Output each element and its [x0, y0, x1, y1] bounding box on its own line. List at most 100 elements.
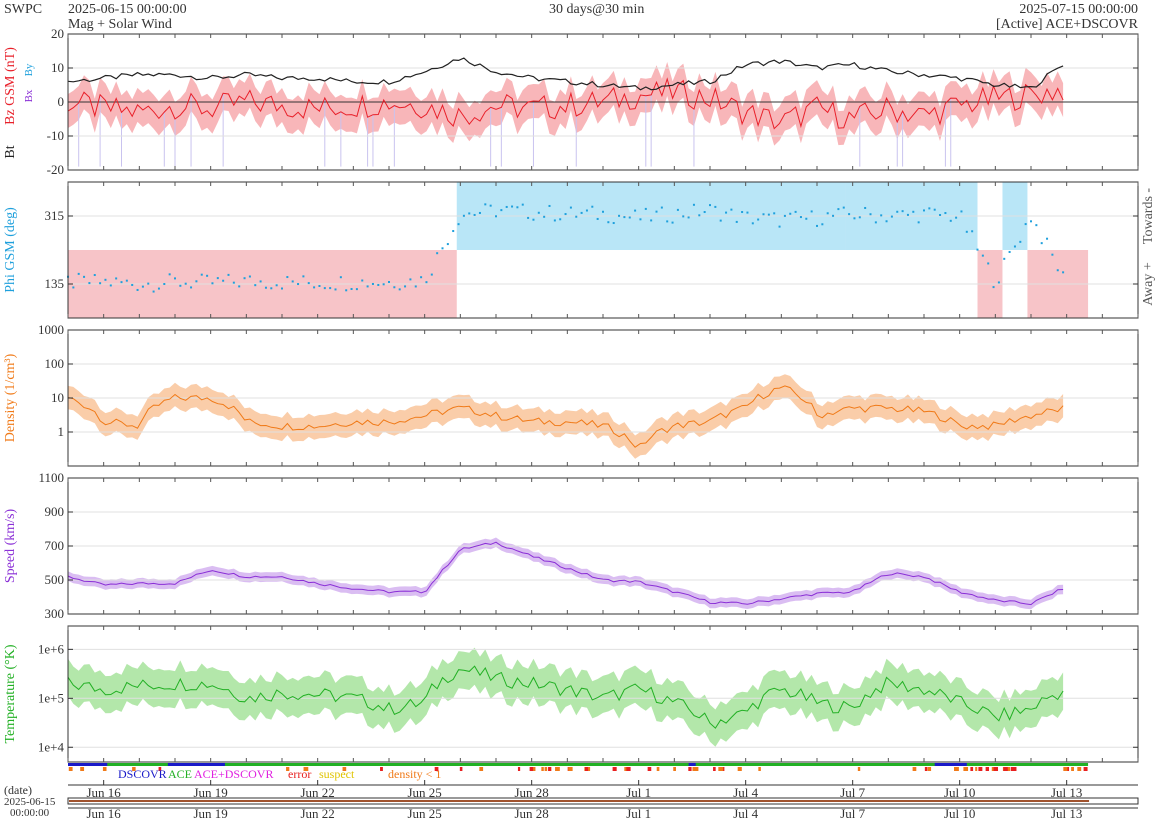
phi-point [1062, 271, 1065, 274]
phi-point [527, 216, 530, 219]
phi-point [371, 282, 374, 285]
phi-point [644, 207, 647, 210]
phi-point [1035, 224, 1038, 227]
quality-flag-mark [647, 767, 652, 771]
phi-point [564, 213, 567, 216]
phi-point [468, 212, 471, 215]
phi-point [901, 210, 904, 213]
phi-point [157, 287, 160, 290]
quality-flag-mark [158, 767, 162, 771]
quality-flag-mark [533, 767, 536, 771]
phi-point [216, 277, 219, 280]
phi-point [168, 273, 171, 276]
y-tick-label: 1000 [38, 322, 64, 337]
quality-flag-mark [692, 767, 698, 771]
x-tick-label: Jun 25 [408, 785, 442, 800]
phi-point [141, 285, 144, 288]
phi-point [425, 281, 428, 284]
quality-flag-mark [612, 767, 617, 771]
quality-flag-mark [1077, 767, 1082, 771]
quality-flag-mark [912, 767, 917, 771]
quality-flag-mark [713, 767, 716, 771]
phi-point [457, 223, 460, 226]
x-tick-label-bottom: Jul 10 [944, 806, 975, 821]
x-tick-label-bottom: Jun 22 [301, 806, 335, 821]
y-tick-label: 1 [58, 424, 65, 439]
phi-point [853, 217, 856, 220]
quality-flag-mark [1003, 767, 1008, 771]
phi-point [612, 222, 615, 225]
phi-point [543, 215, 546, 218]
phi-point [478, 211, 481, 214]
phi-point [602, 210, 604, 213]
phi-point [259, 280, 262, 283]
phi-point [345, 289, 348, 292]
phi-point [420, 276, 423, 279]
phi-point [939, 213, 942, 216]
phi-point [430, 273, 433, 276]
phi-point [933, 208, 936, 211]
phi-point [559, 218, 562, 221]
quality-flag-mark [970, 767, 974, 771]
phi-point [917, 221, 920, 224]
phi-point [580, 211, 583, 214]
y-tick-label: 10 [51, 60, 64, 75]
phi-point [1008, 250, 1011, 253]
source-strip-dscovr [934, 763, 967, 766]
phi-point [928, 207, 931, 210]
quality-flag-mark [626, 767, 631, 771]
phi-point [1013, 245, 1016, 248]
x-tick-label: Jul 7 [840, 785, 865, 800]
x-tick-label: Jul 13 [1051, 785, 1082, 800]
y-tick-label: 10 [51, 390, 64, 405]
quality-flag-mark [434, 767, 439, 771]
phi-point [805, 217, 808, 220]
y-tick-label: 1e+4 [38, 739, 65, 754]
phi-point [307, 282, 310, 285]
y-tick-label: 500 [45, 572, 65, 587]
legend-dscovr: DSCOVR [118, 767, 167, 781]
phi-point [264, 286, 267, 289]
quality-flag-mark [380, 767, 383, 771]
phi-point [858, 216, 861, 219]
phi-point [120, 281, 123, 284]
source-strip-dscovr [68, 763, 108, 766]
phi-point [714, 205, 717, 208]
phi-point [521, 203, 524, 206]
phi-point [163, 283, 166, 286]
y-tick-label: -10 [47, 128, 64, 143]
quality-flag-mark [656, 767, 660, 771]
quality-flag-mark [975, 767, 978, 771]
phi-point [77, 272, 80, 275]
quality-flag-mark [303, 767, 309, 771]
phi-point [297, 283, 300, 286]
phi-point [623, 216, 626, 219]
phi-point [281, 287, 283, 290]
source-strip-dscovr [167, 763, 225, 766]
x-tick-label: Jul 4 [733, 785, 758, 800]
quality-flag-mark [963, 767, 969, 771]
y-tick-label: 100 [45, 356, 65, 371]
phi-point [923, 209, 925, 212]
phi-point [88, 282, 91, 285]
phi-point [323, 287, 326, 290]
phi-point [794, 210, 797, 213]
phi-point [799, 216, 802, 219]
quality-flag-mark [517, 767, 521, 771]
quality-flag-mark [857, 767, 861, 771]
phi-point [414, 285, 417, 288]
phi-point [388, 280, 390, 283]
phi-point [944, 212, 947, 215]
phi-point [125, 279, 128, 282]
phi-point [971, 230, 974, 233]
speed-series-line [67, 541, 1064, 606]
quality-flag-mark [1071, 767, 1074, 771]
data-source-label: [Active] ACE+DSCOVR [995, 17, 1138, 32]
phi-point [842, 206, 845, 209]
phi-point [441, 247, 444, 250]
phi-point [398, 288, 401, 291]
y-tick-label: 0 [58, 94, 65, 109]
phi-point [404, 285, 407, 288]
density-series-line [67, 385, 1064, 448]
phi-point [703, 211, 706, 214]
